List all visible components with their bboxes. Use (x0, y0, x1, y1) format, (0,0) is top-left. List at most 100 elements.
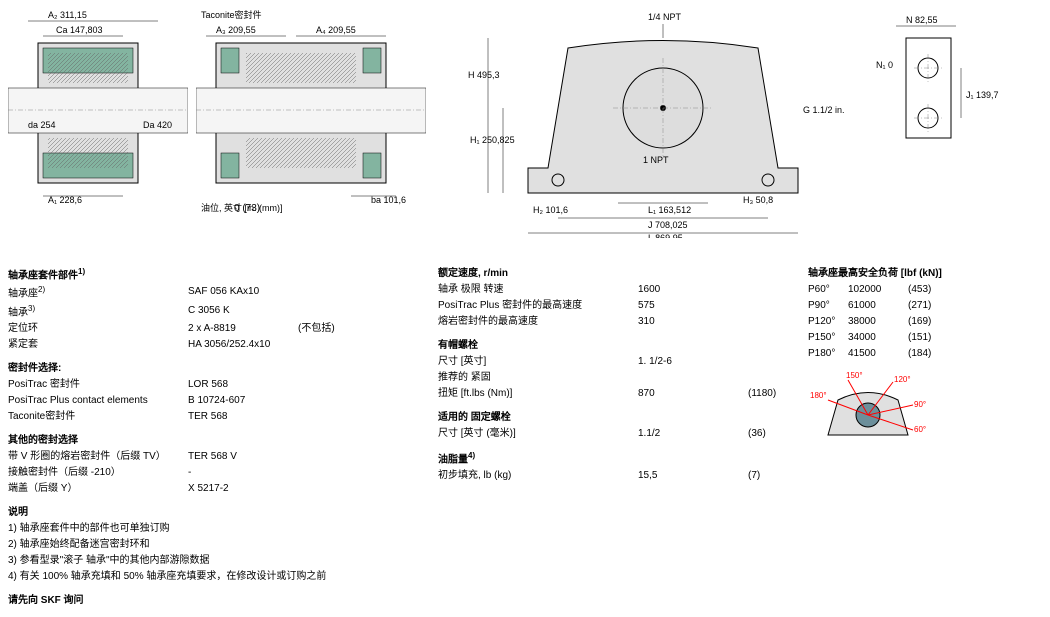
dim-H2: H₂ 101,6 (533, 205, 568, 215)
note: 2) 轴承座始终配备迷宫密封环和 (8, 537, 408, 553)
svg-text:60°: 60° (914, 425, 926, 434)
row-label: 尺寸 [英寸 (毫米)] (438, 426, 638, 442)
row-value2: (1180) (748, 386, 808, 402)
row-label: 轴承3) (8, 303, 188, 321)
row-label: 轴承 极限 转速 (438, 282, 638, 298)
column-3: 轴承座最高安全负荷 [lbf (kN)] P60°102000(453)P90°… (808, 258, 1008, 609)
c3-h1: 轴承座最高安全负荷 [lbf (kN)] (808, 266, 1008, 282)
row-value: X 5217-2 (188, 481, 298, 497)
load-row: P120°38000(169) (808, 314, 1008, 330)
data-row: 尺寸 [英寸]1. 1/2-6 (438, 354, 778, 370)
row-label: 带 V 形圈的熔岩密封件（后缀 TV） (8, 449, 188, 465)
load-val: 38000 (848, 314, 908, 330)
data-row: PosiTrac Plus contact elementsB 10724-60… (8, 393, 408, 409)
row-value2: (不包括) (298, 321, 358, 337)
load-label: P150° (808, 330, 848, 346)
svg-text:120°: 120° (894, 375, 911, 384)
data-columns: 轴承座套件部件1) 轴承座2)SAF 056 KAx10轴承3)C 3056 K… (8, 258, 1050, 609)
row-label: 定位环 (8, 321, 188, 337)
data-row: 初步填充, lb (kg)15,5(7) (438, 468, 778, 484)
dim-a4: A₄ 209,55 (316, 25, 356, 35)
c2-h2: 有帽螺栓 (438, 338, 778, 354)
dim-Da: Da 420 (143, 120, 172, 130)
data-row: 接触密封件（后缀 -210）- (8, 465, 408, 481)
dim-N1: N₁ 0 (876, 60, 893, 70)
main-view: 1/4 NPT H 495,3 H₁ 250,825 H₂ 101,6 H₃ 5… (468, 8, 868, 238)
row-value: - (188, 465, 298, 481)
data-row: 带 V 形圈的熔岩密封件（后缀 TV）TER 568 V (8, 449, 408, 465)
load-val: 61000 (848, 298, 908, 314)
row-label: 端盖（后缀 Y） (8, 481, 188, 497)
data-row: 轴承 极限 转速1600 (438, 282, 778, 298)
drawings-row: A₂ 311,15 Ca 147,803 da 254 Da 420 A₁ 22… (8, 8, 1050, 238)
c1-h1: 轴承座套件部件 (8, 270, 78, 281)
load-label: P120° (808, 314, 848, 330)
dim-a1: A₁ 228,6 (48, 195, 82, 205)
dim-a2: A₂ 311,15 (48, 10, 87, 20)
row-value2: (36) (748, 426, 808, 442)
data-row: 轴承座2)SAF 056 KAx10 (8, 284, 408, 302)
npt-side: 1 NPT (643, 155, 669, 165)
load-val: 41500 (848, 346, 908, 362)
load-angle-diagram: 180° 150° 120° 90° 60° (808, 370, 928, 450)
column-2: 额定速度, r/min 轴承 极限 转速1600PosiTrac Plus 密封… (438, 258, 778, 609)
row-label: 熔岩密封件的最高速度 (438, 314, 638, 330)
row-label: PosiTrac Plus contact elements (8, 393, 188, 409)
row-value: TER 568 V (188, 449, 298, 465)
c2-h4: 油脂量 (438, 454, 468, 465)
load-label: P60° (808, 282, 848, 298)
cross-section-1: A₂ 311,15 Ca 147,803 da 254 Da 420 A₁ 22… (8, 8, 188, 218)
dim-H1: H₁ 250,825 (470, 135, 515, 145)
row-value: 870 (638, 386, 748, 402)
dim-ba: ba 101,6 (371, 195, 406, 205)
load-row: P60°102000(453) (808, 282, 1008, 298)
side-view: N 82,55 N₁ 0 J₁ 139,7 (876, 8, 1006, 158)
data-row: 扭矩 [ft.lbs (Nm)]870(1180) (438, 386, 778, 402)
row-label: Taconite密封件 (8, 409, 188, 425)
c2-h1: 额定速度, r/min (438, 266, 778, 282)
load-val2: (453) (908, 282, 931, 298)
row-label: 推荐的 紧固 (438, 370, 638, 386)
dim-L1: L₁ 163,512 (648, 205, 691, 215)
data-row: PosiTrac Plus 密封件的最高速度575 (438, 298, 778, 314)
npt-top: 1/4 NPT (648, 12, 682, 22)
load-val2: (151) (908, 330, 931, 346)
data-row: 熔岩密封件的最高速度310 (438, 314, 778, 330)
row-label: 轴承座2) (8, 284, 188, 302)
row-label: 紧定套 (8, 337, 188, 353)
row-value: 575 (638, 298, 748, 314)
row-value: 1.1/2 (638, 426, 748, 442)
svg-text:180°: 180° (810, 391, 827, 400)
dim-H3: H₃ 50,8 (743, 195, 773, 205)
load-row: P90°61000(271) (808, 298, 1008, 314)
oil-val: 0 (73) (234, 203, 260, 433)
c1-final: 请先向 SKF 询问 (8, 593, 408, 609)
dim-J: J 708,025 (648, 220, 688, 230)
data-row: 定位环2 x A-8819(不包括) (8, 321, 408, 337)
row-label: 尺寸 [英寸] (438, 354, 638, 370)
dim-L: L 869,95 (648, 233, 683, 238)
c2-h3: 适用的 固定螺栓 (438, 410, 778, 426)
data-row: PosiTrac 密封件LOR 568 (8, 377, 408, 393)
dim-G: G 1.1/2 in. (803, 105, 845, 115)
load-row: P150°34000(151) (808, 330, 1008, 346)
load-val: 34000 (848, 330, 908, 346)
row-label: PosiTrac Plus 密封件的最高速度 (438, 298, 638, 314)
row-value: 15,5 (638, 468, 748, 484)
row-value: 1600 (638, 282, 748, 298)
row-label: PosiTrac 密封件 (8, 377, 188, 393)
data-row: 推荐的 紧固 (438, 370, 778, 386)
c1-h2: 密封件选择: (8, 361, 408, 377)
c1-h4: 说明 (8, 505, 408, 521)
svg-text:150°: 150° (846, 371, 863, 380)
row-label: 扭矩 [ft.lbs (Nm)] (438, 386, 638, 402)
row-label: 接触密封件（后缀 -210） (8, 465, 188, 481)
dim-N: N 82,55 (906, 15, 938, 25)
svg-text:90°: 90° (914, 400, 926, 409)
load-label: P180° (808, 346, 848, 362)
load-val2: (184) (908, 346, 931, 362)
sec2-title: Taconite密封件 (201, 9, 262, 20)
data-row: 尺寸 [英寸 (毫米)]1.1/2(36) (438, 426, 778, 442)
cross-section-2: Taconite密封件 A₃ 209,55 A₄ 209,55 ba 101,6… (196, 8, 426, 218)
note: 1) 轴承座套件中的部件也可单独订购 (8, 521, 408, 537)
